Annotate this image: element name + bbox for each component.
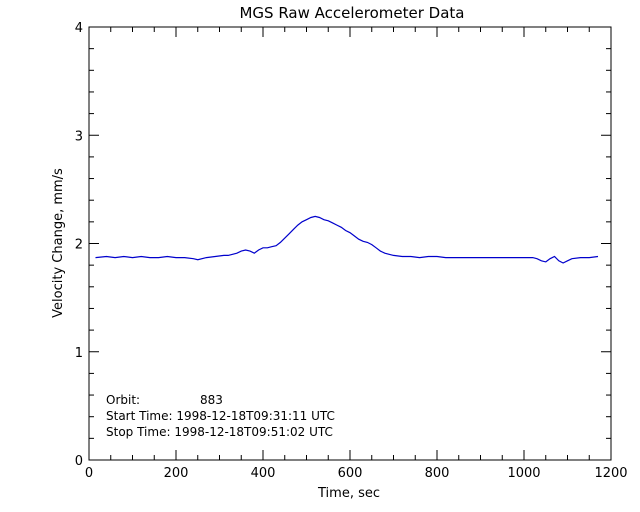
x-tick-label: 200 (164, 466, 189, 481)
x-tick-label: 1200 (594, 466, 627, 481)
y-tick-label: 1 (75, 346, 83, 361)
start-time-annotation: Start Time: 1998-12-18T09:31:11 UTC (106, 409, 335, 423)
x-tick-label: 800 (425, 466, 450, 481)
stop-time-annotation: Stop Time: 1998-12-18T09:51:02 UTC (106, 425, 333, 439)
x-tick-label: 600 (338, 466, 363, 481)
y-axis-ticks: 0 1 2 3 4 (75, 21, 611, 469)
x-tick-label: 400 (251, 466, 276, 481)
plot-frame (88, 26, 612, 461)
y-tick-label: 4 (75, 21, 83, 36)
x-tick-label: 0 (85, 466, 93, 481)
plot-border (88, 26, 612, 461)
orbit-label: Orbit: (106, 393, 140, 407)
y-tick-label: 2 (75, 238, 83, 253)
y-tick-label: 3 (75, 129, 83, 144)
x-tick-label: 1000 (507, 466, 540, 481)
orbit-value: 883 (200, 393, 223, 407)
x-axis-label: Time, sec (317, 486, 380, 501)
chart-title: MGS Raw Accelerometer Data (239, 4, 464, 22)
y-axis-label: Velocity Change, mm/s (51, 168, 66, 318)
x-axis-ticks: 0 200 400 600 800 1000 1200 (85, 27, 628, 481)
velocity-series-line (95, 215, 599, 264)
y-tick-label: 0 (75, 454, 83, 469)
